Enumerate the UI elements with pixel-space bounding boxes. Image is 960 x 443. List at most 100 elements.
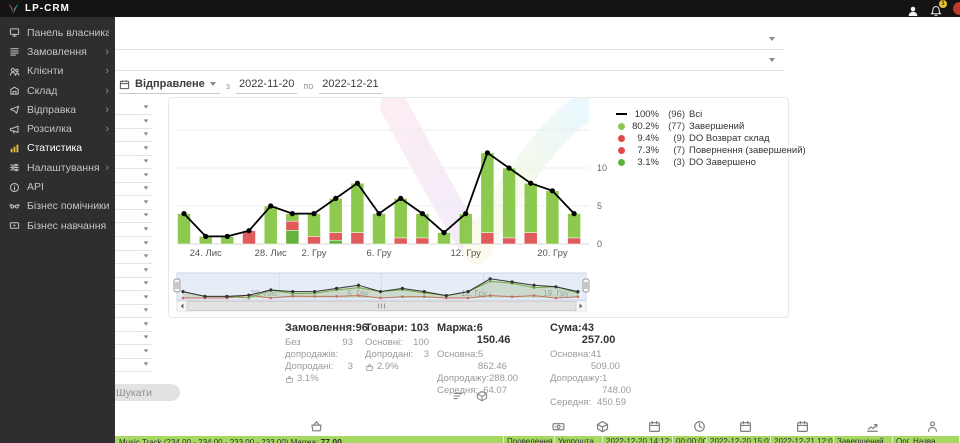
scroll-right-arrow-icon[interactable] — [579, 303, 583, 309]
sidebar-item[interactable]: Відправка › — [0, 100, 115, 119]
sidebar-item-label: Налаштування — [27, 161, 100, 174]
chevron-down-icon — [143, 105, 149, 109]
column-header[interactable] — [596, 418, 609, 436]
bar-segment[interactable] — [523, 232, 538, 245]
line-point[interactable] — [289, 211, 295, 217]
line-point[interactable] — [246, 228, 252, 234]
line-point[interactable] — [441, 230, 447, 236]
sidebar-item[interactable]: Налаштування › — [0, 158, 115, 177]
column-header[interactable] — [796, 418, 809, 436]
line-point[interactable] — [463, 211, 469, 217]
orders-statistics-svg: 0 5 10 24. Лис 28. Лис 2. Гру 6. Гру 12. Гру 20.… — [173, 129, 607, 312]
column-header[interactable] — [739, 418, 752, 436]
stat-row-value: 100 — [413, 337, 429, 348]
legend-item[interactable]: 100% (96) Всі — [613, 108, 806, 120]
filter-select-wide-2[interactable] — [115, 51, 785, 71]
legend-item[interactable]: 7.3% (7) Повернення (завершений) — [613, 144, 806, 156]
bar-segment[interactable] — [328, 232, 343, 241]
chart-scrollbar[interactable] — [176, 300, 587, 312]
stat-row-value: 288.00 — [489, 373, 519, 384]
view-toggle[interactable] — [476, 387, 488, 405]
line-point[interactable] — [354, 180, 360, 186]
bar-segment[interactable] — [372, 213, 386, 245]
column-header[interactable] — [693, 418, 706, 436]
stat-row-value: 5 862.46 — [477, 349, 507, 372]
column-header[interactable] — [310, 418, 323, 436]
chevron-down-icon — [143, 349, 149, 353]
line-point[interactable] — [528, 180, 534, 186]
column-header[interactable] — [552, 418, 565, 436]
bar-segment[interactable] — [502, 167, 516, 239]
line-point[interactable] — [506, 165, 512, 171]
line-point[interactable] — [484, 150, 490, 156]
bar-segment[interactable] — [567, 213, 581, 239]
column-header[interactable] — [648, 418, 661, 436]
bar-segment[interactable] — [415, 237, 430, 245]
chevron-down-icon — [143, 132, 149, 136]
sidebar-nav: Панель власника Замовлення › Клієнти › Склад ›… — [0, 17, 115, 443]
order-table-row[interactable]: Music Track (234.00 - 234.00 · 233.00 - … — [115, 436, 960, 443]
warehouse-icon — [10, 86, 19, 95]
bar-segment[interactable] — [480, 232, 495, 245]
stat-row-label: Допродані: — [285, 361, 334, 372]
user-avatar-icon[interactable] — [907, 3, 919, 17]
sidebar-item[interactable]: Розсилка › — [0, 119, 115, 138]
chart-navigator[interactable]: 28. Лис 5. Гру 12. Гру 19. Гру — [173, 272, 590, 301]
line-point[interactable] — [203, 233, 209, 239]
line-point[interactable] — [571, 211, 577, 217]
stat-column: Сума: 43 257.00 Основна: 41 509.00 Допродажу… — [550, 322, 631, 409]
date-from-input[interactable]: 2022-11-20 — [235, 76, 298, 94]
sidebar-item-label: Бізнес навчання — [27, 219, 107, 232]
sidebar-item[interactable]: Панель власника — [0, 23, 115, 42]
bar-segment[interactable] — [328, 239, 343, 245]
bar-segment[interactable] — [567, 237, 581, 245]
date-type-dropdown[interactable]: Відправлене — [119, 76, 220, 94]
bar-segment[interactable] — [285, 230, 300, 245]
legend-item[interactable]: 3.1% (3) DO Завершено — [613, 156, 806, 168]
sidebar-item[interactable]: Статистика — [0, 139, 115, 158]
legend-item[interactable]: 9.4% (9) DO Возврат склад — [613, 132, 806, 144]
column-header[interactable] — [866, 418, 879, 436]
view-toggle[interactable] — [452, 387, 464, 405]
bar-segment[interactable] — [285, 220, 300, 231]
line-point[interactable] — [268, 203, 274, 209]
legend-item[interactable]: 80.2% (77) Завершений — [613, 120, 806, 132]
line-point[interactable] — [419, 211, 425, 217]
sidebar-item[interactable]: Замовлення › — [0, 42, 115, 61]
line-point[interactable] — [311, 211, 317, 217]
stat-title: Сума: — [550, 322, 582, 334]
legend-count: (96) — [668, 108, 685, 120]
date-to-input[interactable]: 2022-12-21 — [319, 76, 382, 94]
line-point[interactable] — [398, 195, 404, 201]
line-point[interactable] — [549, 188, 555, 194]
sidebar-item[interactable]: Бізнес помічники — [0, 197, 115, 216]
line-point[interactable] — [224, 233, 230, 239]
sidebar-item[interactable]: Склад › — [0, 81, 115, 100]
sidebar-item[interactable]: Клієнти › — [0, 62, 115, 81]
column-header[interactable] — [926, 418, 939, 436]
filter-select-wide-1[interactable] — [115, 30, 785, 50]
bar-segment[interactable] — [545, 190, 560, 245]
sidebar-item[interactable]: Бізнес навчання — [0, 216, 115, 235]
bar-segment[interactable] — [393, 198, 408, 239]
bar-segment[interactable] — [393, 237, 408, 245]
bar-segment[interactable] — [328, 198, 343, 233]
navigator-handle-left[interactable] — [173, 278, 181, 293]
bar-segment[interactable] — [307, 236, 321, 245]
support-icon[interactable] — [953, 2, 960, 15]
app-logo[interactable]: LP-CRM — [7, 2, 70, 15]
line-point[interactable] — [333, 195, 339, 201]
scroll-left-arrow-icon[interactable] — [180, 303, 184, 309]
sidebar-item[interactable]: API — [0, 177, 115, 196]
bar-segment[interactable] — [523, 182, 538, 233]
order-cell: 2022-12-20 15:02:30 — [707, 436, 771, 443]
bar-segment[interactable] — [350, 232, 365, 245]
bar-segment[interactable] — [502, 237, 516, 245]
bar-segment[interactable] — [307, 213, 321, 237]
calendar-icon — [119, 79, 130, 89]
line-point[interactable] — [376, 211, 382, 217]
navigator-handle-right[interactable] — [582, 278, 590, 293]
chevron-down-icon — [143, 146, 149, 150]
line-point[interactable] — [181, 211, 187, 217]
notifications-bell-icon[interactable]: 1 — [930, 0, 947, 17]
